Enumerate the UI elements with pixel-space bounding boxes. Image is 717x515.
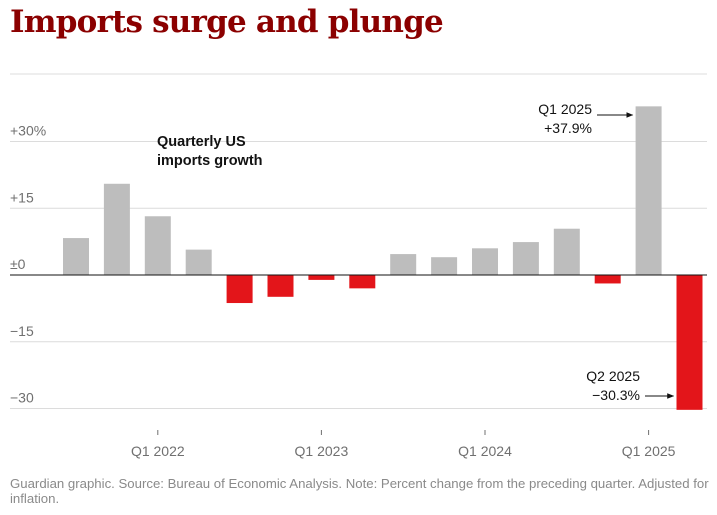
subtitle-line-1: Quarterly US — [157, 134, 246, 150]
bar-q1-2022 — [144, 216, 171, 275]
bar-chart: +30%+15±0−15−30 Q1 2022 Q1 2023 Q1 2024 Q1 … — [10, 73, 707, 459]
chart-subtitle: Quarterly US imports growth — [157, 134, 263, 169]
y-tick-label: ±0 — [10, 256, 26, 272]
y-tick-label: +15 — [10, 189, 34, 205]
x-axis: Q1 2022 Q1 2023 Q1 2024 Q1 2025 — [131, 430, 676, 459]
bar-q2-2025 — [676, 275, 703, 410]
bar-q2-2022 — [185, 249, 212, 275]
x-tick-label: Q1 2024 — [458, 443, 512, 459]
y-tick-label: −30 — [10, 390, 34, 406]
y-tick-label: +30% — [10, 123, 46, 139]
bar-q4-2022 — [267, 275, 294, 297]
bar-q4-2023 — [431, 257, 458, 275]
bar-q1-2023 — [308, 275, 335, 280]
annotation-q1-2025: Q1 2025 +37.9% — [538, 101, 592, 136]
bar-q3-2023 — [390, 254, 417, 275]
bar-q2-2023 — [349, 275, 376, 289]
bar-q4-2021 — [103, 183, 130, 275]
x-tick-label: Q1 2022 — [131, 443, 185, 459]
bar-q3-2024 — [553, 228, 580, 275]
gridlines: +30% +15 ±0 −15 −30 — [10, 123, 707, 409]
annotations: Q1 2025 +37.9% Q2 2025 −30.3% — [538, 101, 675, 403]
bar-q2-2024 — [512, 242, 539, 275]
annotation-q2-2025: Q2 2025 −30.3% — [586, 368, 640, 403]
bar-q3-2022 — [226, 275, 253, 304]
bar-q1-2024 — [472, 248, 498, 275]
chart-title: Imports surge and plunge — [10, 4, 444, 40]
subtitle-line-2: imports growth — [157, 153, 263, 169]
y-tick-label: −15 — [10, 323, 34, 339]
bars — [63, 106, 703, 410]
bar-q3-2021 — [63, 238, 89, 275]
source-note: Guardian graphic. Source: Bureau of Econ… — [10, 476, 709, 506]
bar-q1-2025 — [635, 106, 662, 275]
x-tick-label: Q1 2023 — [295, 443, 349, 459]
bar-q4-2024 — [594, 275, 621, 284]
x-tick-label: Q1 2025 — [622, 443, 676, 459]
